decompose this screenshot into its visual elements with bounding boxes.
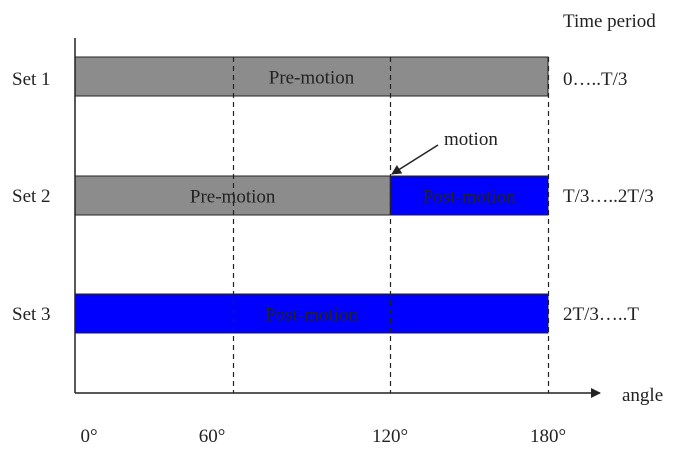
period-set-1: 0…..T/3 xyxy=(563,69,627,90)
motion-annotation: motion xyxy=(444,129,498,150)
row-label-set-3: Set 3 xyxy=(12,304,51,325)
axis-label-angle: angle xyxy=(622,385,663,406)
row-label-set-2: Set 2 xyxy=(12,186,51,207)
bar-2-segment-1-pre-motion xyxy=(74,175,391,216)
tick-label-0: 0° xyxy=(80,426,97,447)
tick-label-180: 180° xyxy=(530,426,566,447)
bar-1-segment-1-label: Pre-motion xyxy=(269,68,355,89)
tick-label-60: 60° xyxy=(199,426,226,447)
bar-1-segment-1-pre-motion xyxy=(74,56,549,97)
motion-arrow xyxy=(391,144,439,175)
period-set-3: 2T/3…..T xyxy=(563,304,639,325)
time-period-header: Time period xyxy=(563,11,656,32)
dashed-guides xyxy=(232,57,550,393)
bar-2-segment-2-label: Post-motion xyxy=(423,187,516,208)
period-set-2: T/3…..2T/3 xyxy=(563,186,654,207)
bar-3-segment-1-label: Post-motion xyxy=(265,305,358,326)
row-label-set-1: Set 1 xyxy=(12,69,51,90)
tick-label-120: 120° xyxy=(372,426,408,447)
